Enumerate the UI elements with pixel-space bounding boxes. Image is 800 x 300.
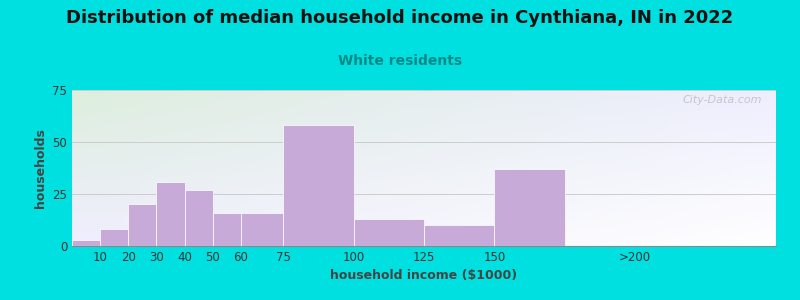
Bar [424,225,494,246]
Bar [128,204,157,246]
Bar [100,230,128,246]
Y-axis label: households: households [34,128,46,208]
Text: City-Data.com: City-Data.com [682,95,762,105]
Bar [241,213,283,246]
Bar [72,240,100,246]
Text: Distribution of median household income in Cynthiana, IN in 2022: Distribution of median household income … [66,9,734,27]
Bar [283,125,354,246]
X-axis label: household income ($1000): household income ($1000) [330,269,518,282]
Bar [354,219,424,246]
Bar [494,169,565,246]
Bar [185,190,213,246]
Bar [213,213,241,246]
Bar [157,182,185,246]
Text: White residents: White residents [338,54,462,68]
